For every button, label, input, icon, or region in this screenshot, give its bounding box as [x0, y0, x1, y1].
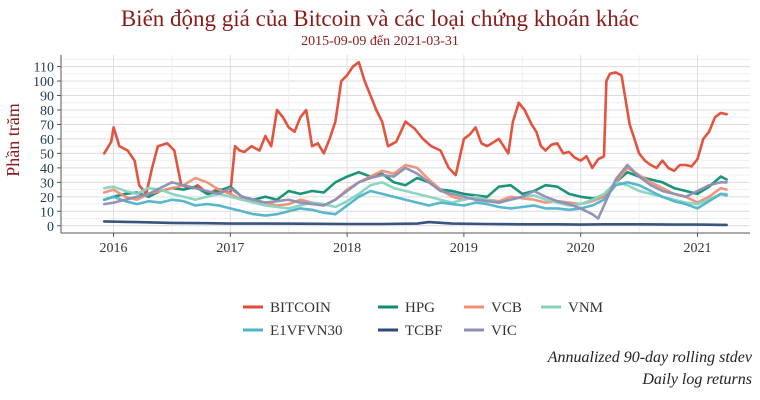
legend-label-vic: VIC [491, 323, 517, 339]
y-tick-label: 100 [33, 75, 54, 90]
x-tick-label: 2021 [683, 241, 711, 256]
x-tick-label: 2018 [333, 241, 361, 256]
legend-label-vnm: VNM [568, 300, 603, 316]
y-tick-label: 70 [40, 118, 54, 133]
chart-subtitle: 2015-09-09 đến 2021-03-31 [301, 34, 459, 49]
legend-label-hpg: HPG [405, 300, 435, 316]
y-tick-label: 90 [40, 90, 54, 105]
y-axis-label: Phần trăm [3, 103, 23, 177]
legend: BITCOIN HPG VCB VNM E1VFVN30 TCBF VIC [243, 300, 603, 339]
y-tick-label: 80 [40, 104, 54, 119]
x-tick-label: 2020 [567, 241, 595, 256]
series-line-vcb [102, 163, 728, 207]
series-line-hpg [102, 170, 728, 201]
series-line-e1vfvn30 [102, 181, 728, 217]
y-tick-label: 20 [40, 191, 54, 206]
x-tick-label: 2016 [100, 241, 128, 256]
series-lines [102, 60, 728, 227]
caption-line-1: Annualized 90-day rolling stdev [547, 349, 752, 366]
y-tick-label: 0 [47, 220, 54, 235]
legend-label-tcbf: TCBF [405, 323, 443, 339]
y-tick-label: 10 [40, 205, 54, 220]
y-tick-label: 110 [34, 61, 54, 76]
series-line-tcbf [102, 220, 728, 227]
x-tick-label: 2017 [216, 241, 244, 256]
y-tick-label: 30 [40, 176, 54, 191]
legend-label-e1vfvn30: E1VFVN30 [270, 323, 343, 339]
y-tick-label: 50 [40, 147, 54, 162]
caption-line-2: Daily log returns [642, 371, 752, 388]
x-tick-label: 2019 [450, 241, 478, 256]
legend-label-bitcoin: BITCOIN [270, 300, 331, 316]
y-tick-label: 60 [40, 133, 54, 148]
series-line-vic [102, 163, 728, 220]
legend-label-vcb: VCB [491, 300, 522, 316]
y-tick-label: 40 [40, 162, 54, 177]
chart-title: Biến động giá của Bitcoin và các loại ch… [120, 6, 640, 31]
series-line-vnm [102, 181, 728, 210]
